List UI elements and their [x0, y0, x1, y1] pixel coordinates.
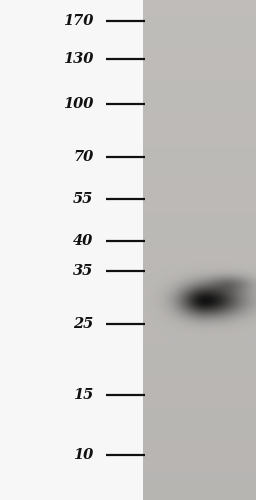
Text: 25: 25 [73, 317, 93, 331]
Text: 40: 40 [73, 234, 93, 248]
Text: 130: 130 [63, 52, 93, 66]
Text: 100: 100 [63, 97, 93, 111]
Text: 15: 15 [73, 388, 93, 402]
Text: 55: 55 [73, 192, 93, 206]
Text: 70: 70 [73, 150, 93, 164]
Text: 170: 170 [63, 14, 93, 28]
Text: 35: 35 [73, 264, 93, 278]
Text: 10: 10 [73, 448, 93, 462]
